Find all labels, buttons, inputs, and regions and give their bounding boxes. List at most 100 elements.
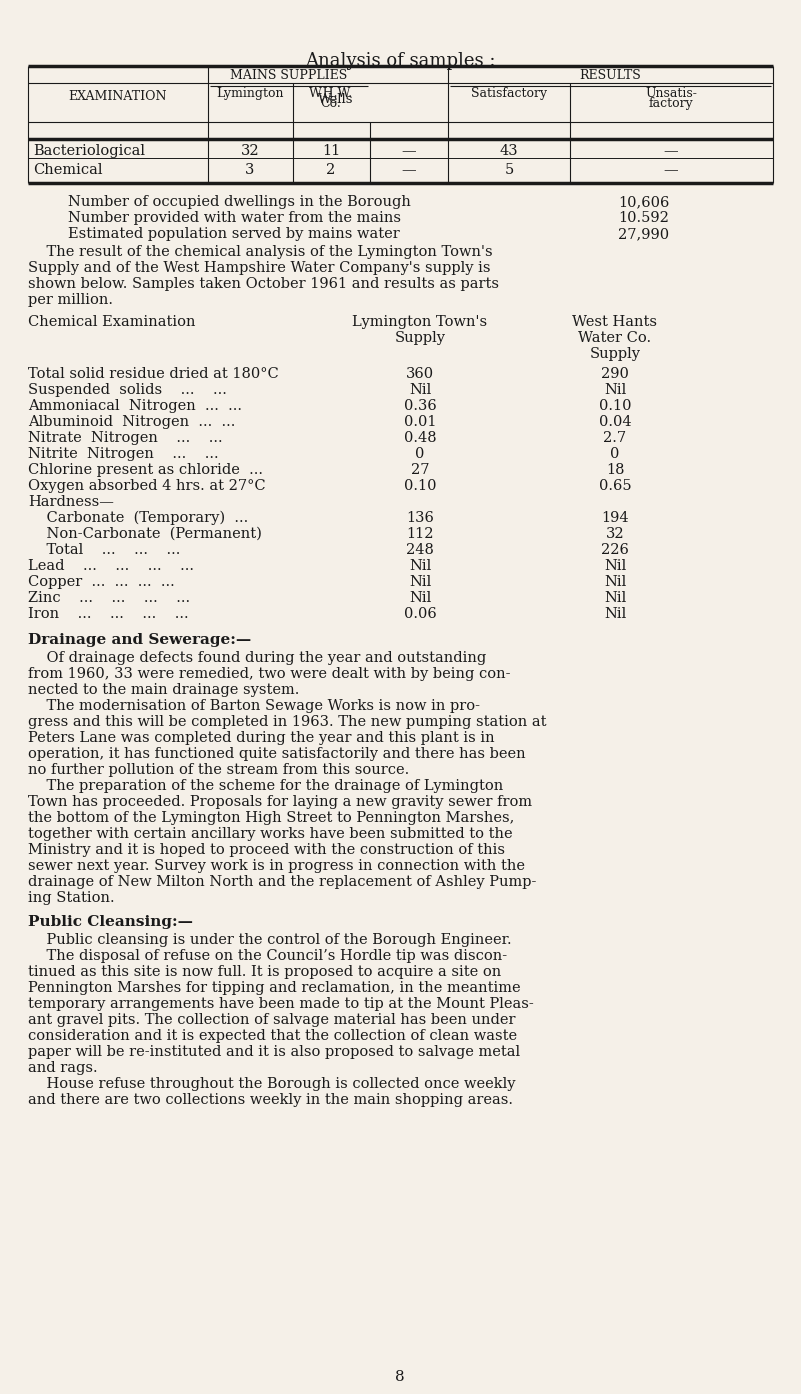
Text: Satisfactory: Satisfactory: [471, 86, 547, 100]
Text: Public Cleansing:—: Public Cleansing:—: [28, 914, 193, 928]
Text: 0.36: 0.36: [404, 399, 437, 413]
Text: ing Station.: ing Station.: [28, 891, 115, 905]
Text: Hardness—: Hardness—: [28, 495, 114, 509]
Text: Analysis of samples :: Analysis of samples :: [304, 52, 495, 70]
Text: sewer next year. Survey work is in progress in connection with the: sewer next year. Survey work is in progr…: [28, 859, 525, 873]
Text: Estimated population served by mains water: Estimated population served by mains wat…: [68, 227, 400, 241]
Text: 8: 8: [395, 1370, 405, 1384]
Text: MAINS SUPPLIES: MAINS SUPPLIES: [231, 68, 348, 82]
Text: the bottom of the Lymington High Street to Pennington Marshes,: the bottom of the Lymington High Street …: [28, 811, 514, 825]
Text: Total    ...    ...    ...: Total ... ... ...: [28, 544, 180, 558]
Text: RESULTS: RESULTS: [579, 68, 641, 82]
Text: 194: 194: [602, 512, 629, 526]
Text: 5: 5: [505, 163, 513, 177]
Text: 0.04: 0.04: [598, 415, 631, 429]
Text: Number of occupied dwellings in the Borough: Number of occupied dwellings in the Boro…: [68, 195, 411, 209]
Text: Non-Carbonate  (Permanent): Non-Carbonate (Permanent): [28, 527, 262, 541]
Text: —: —: [664, 163, 678, 177]
Text: Unsatis-: Unsatis-: [645, 86, 697, 100]
Text: 0.10: 0.10: [404, 480, 437, 493]
Text: —: —: [401, 144, 417, 158]
Text: Number provided with water from the mains: Number provided with water from the main…: [68, 210, 401, 224]
Text: tinued as this site is now full. It is proposed to acquire a site on: tinued as this site is now full. It is p…: [28, 965, 501, 979]
Text: EXAMINATION: EXAMINATION: [69, 91, 167, 103]
Text: 10.592: 10.592: [618, 210, 669, 224]
Text: Nil: Nil: [604, 559, 626, 573]
Text: 32: 32: [606, 527, 624, 541]
Text: Pennington Marshes for tipping and reclamation, in the meantime: Pennington Marshes for tipping and recla…: [28, 981, 521, 995]
Text: Nil: Nil: [409, 574, 431, 590]
Text: Drainage and Sewerage:—: Drainage and Sewerage:—: [28, 633, 252, 647]
Text: 0.01: 0.01: [404, 415, 437, 429]
Text: Supply: Supply: [590, 347, 641, 361]
Text: Iron    ...    ...    ...    ...: Iron ... ... ... ...: [28, 606, 188, 620]
Text: Supply: Supply: [395, 330, 445, 344]
Text: 248: 248: [406, 544, 434, 558]
Text: Ammoniacal  Nitrogen  ...  ...: Ammoniacal Nitrogen ... ...: [28, 399, 242, 413]
Text: House refuse throughout the Borough is collected once weekly: House refuse throughout the Borough is c…: [28, 1078, 516, 1092]
Text: Ministry and it is hoped to proceed with the construction of this: Ministry and it is hoped to proceed with…: [28, 843, 505, 857]
Text: Water Co.: Water Co.: [578, 330, 651, 344]
Text: consideration and it is expected that the collection of clean waste: consideration and it is expected that th…: [28, 1029, 517, 1043]
Text: Wells: Wells: [318, 93, 354, 106]
Text: Chemical: Chemical: [33, 163, 103, 177]
Text: Public cleansing is under the control of the Borough Engineer.: Public cleansing is under the control of…: [28, 933, 512, 947]
Text: Suspended  solids    ...    ...: Suspended solids ... ...: [28, 383, 227, 397]
Text: 3: 3: [245, 163, 255, 177]
Text: paper will be re-instituted and it is also proposed to salvage metal: paper will be re-instituted and it is al…: [28, 1046, 520, 1059]
Text: from 1960, 33 were remedied, two were dealt with by being con-: from 1960, 33 were remedied, two were de…: [28, 666, 510, 682]
Text: no further pollution of the stream from this source.: no further pollution of the stream from …: [28, 763, 409, 776]
Text: Of drainage defects found during the year and outstanding: Of drainage defects found during the yea…: [28, 651, 486, 665]
Text: Nil: Nil: [409, 559, 431, 573]
Text: Nitrate  Nitrogen    ...    ...: Nitrate Nitrogen ... ...: [28, 431, 223, 445]
Text: 0.48: 0.48: [404, 431, 437, 445]
Text: ant gravel pits. The collection of salvage material has been under: ant gravel pits. The collection of salva…: [28, 1013, 516, 1027]
Text: 0.65: 0.65: [598, 480, 631, 493]
Text: The modernisation of Barton Sewage Works is now in pro-: The modernisation of Barton Sewage Works…: [28, 698, 480, 712]
Text: 0.06: 0.06: [404, 606, 437, 620]
Text: factory: factory: [649, 98, 694, 110]
Text: West Hants: West Hants: [573, 315, 658, 329]
Text: —: —: [664, 144, 678, 158]
Text: Albuminoid  Nitrogen  ...  ...: Albuminoid Nitrogen ... ...: [28, 415, 235, 429]
Text: 27,990: 27,990: [618, 227, 669, 241]
Text: 136: 136: [406, 512, 434, 526]
Text: and rags.: and rags.: [28, 1061, 98, 1075]
Text: 0: 0: [415, 447, 425, 461]
Text: together with certain ancillary works have been submitted to the: together with certain ancillary works ha…: [28, 827, 513, 841]
Text: 226: 226: [601, 544, 629, 558]
Text: Nil: Nil: [409, 591, 431, 605]
Text: Chemical Examination: Chemical Examination: [28, 315, 195, 329]
Text: shown below. Samples taken October 1961 and results as parts: shown below. Samples taken October 1961 …: [28, 277, 499, 291]
Text: per million.: per million.: [28, 293, 113, 307]
Text: 360: 360: [406, 367, 434, 381]
Text: Peters Lane was completed during the year and this plant is in: Peters Lane was completed during the yea…: [28, 730, 495, 744]
Text: 2: 2: [326, 163, 336, 177]
Text: Chlorine present as chloride  ...: Chlorine present as chloride ...: [28, 463, 263, 477]
Text: Nil: Nil: [604, 574, 626, 590]
Text: 0.10: 0.10: [599, 399, 631, 413]
Text: W.H.W.: W.H.W.: [309, 86, 353, 100]
Text: 112: 112: [406, 527, 434, 541]
Text: Nil: Nil: [409, 383, 431, 397]
Text: Nil: Nil: [604, 591, 626, 605]
Text: Co.: Co.: [320, 98, 341, 110]
Text: Bacteriological: Bacteriological: [33, 144, 145, 158]
Text: Nitrite  Nitrogen    ...    ...: Nitrite Nitrogen ... ...: [28, 447, 219, 461]
Text: 43: 43: [500, 144, 518, 158]
Text: Town has proceeded. Proposals for laying a new gravity sewer from: Town has proceeded. Proposals for laying…: [28, 795, 532, 809]
Text: Lymington Town's: Lymington Town's: [352, 315, 488, 329]
Text: nected to the main drainage system.: nected to the main drainage system.: [28, 683, 300, 697]
Text: Nil: Nil: [604, 383, 626, 397]
Text: Nil: Nil: [604, 606, 626, 620]
Text: The preparation of the scheme for the drainage of Lymington: The preparation of the scheme for the dr…: [28, 779, 503, 793]
Text: Total solid residue dried at 180°C: Total solid residue dried at 180°C: [28, 367, 279, 381]
Text: Lead    ...    ...    ...    ...: Lead ... ... ... ...: [28, 559, 194, 573]
Text: Oxygen absorbed 4 hrs. at 27°C: Oxygen absorbed 4 hrs. at 27°C: [28, 480, 266, 493]
Text: operation, it has functioned quite satisfactorily and there has been: operation, it has functioned quite satis…: [28, 747, 525, 761]
Text: temporary arrangements have been made to tip at the Mount Pleas-: temporary arrangements have been made to…: [28, 997, 533, 1011]
Text: —: —: [401, 163, 417, 177]
Text: The result of the chemical analysis of the Lymington Town's: The result of the chemical analysis of t…: [28, 245, 493, 259]
Text: Zinc    ...    ...    ...    ...: Zinc ... ... ... ...: [28, 591, 190, 605]
Text: 290: 290: [601, 367, 629, 381]
